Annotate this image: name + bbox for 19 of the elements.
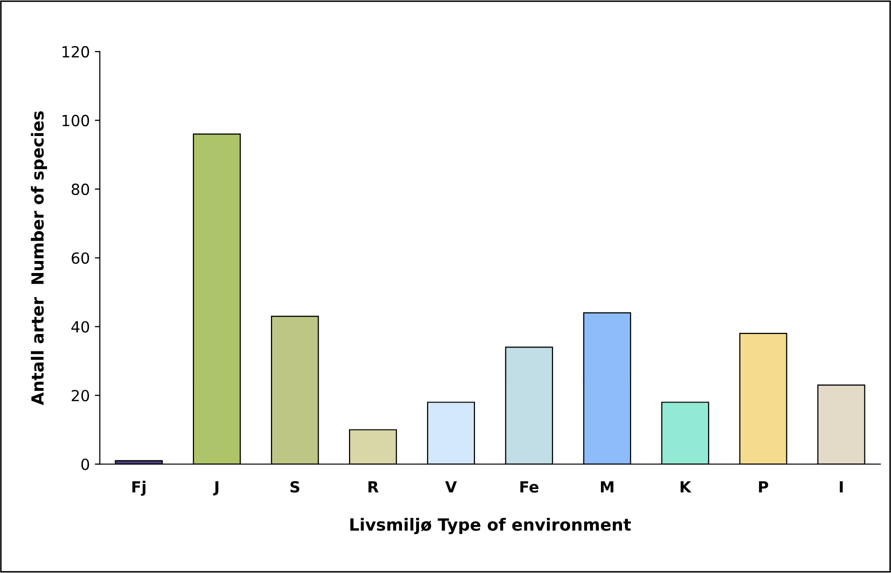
x-tick-label: K: [680, 481, 692, 492]
x-tick-label: Fe: [520, 481, 538, 493]
x-tick-label: I: [840, 481, 843, 492]
y-tick-label: 20: [72, 390, 90, 402]
y-tick-label: 100: [62, 114, 90, 126]
y-tick-label: 60: [72, 252, 90, 264]
x-tick-label: V: [445, 481, 457, 492]
y-axis-title: Antall arter Number of species: [30, 111, 48, 406]
x-axis-title: Livsmiljø Type of environment: [350, 518, 631, 534]
x-tick-label: J: [213, 481, 218, 496]
x-tick-label: Fj: [132, 480, 146, 496]
x-tick-label: R: [368, 481, 379, 492]
y-tick-label: 0: [81, 458, 90, 470]
y-tick-label: 40: [71, 321, 90, 333]
y-tick-label: 120: [62, 46, 90, 58]
x-tick-label: M: [600, 481, 614, 492]
x-tick-label: P: [759, 481, 768, 492]
y-tick-label: 80: [72, 184, 90, 196]
x-tick-label: S: [290, 481, 300, 493]
